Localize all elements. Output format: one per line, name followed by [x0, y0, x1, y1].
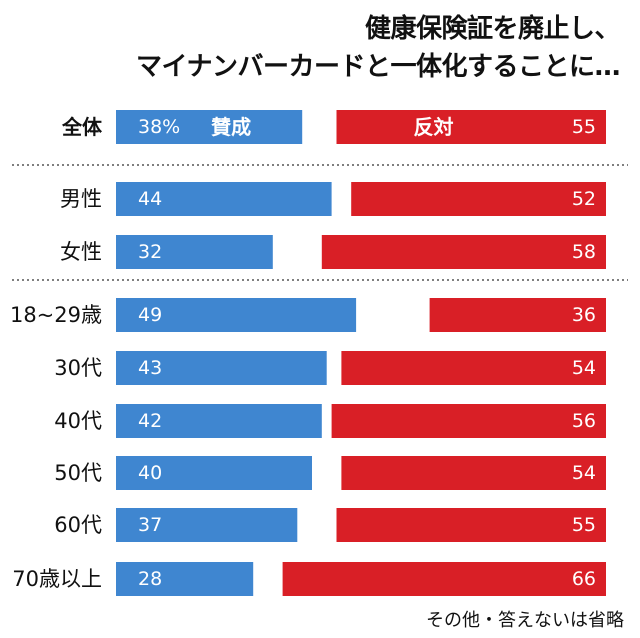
support-value-label: 38%	[138, 116, 180, 138]
support-bar	[116, 182, 332, 216]
oppose-bar	[282, 562, 606, 596]
support-bar	[116, 235, 273, 269]
oppose-bar	[351, 182, 606, 216]
category-label: 70歳以上	[12, 567, 102, 591]
category-label: 男性	[60, 187, 102, 211]
oppose-value-label: 58	[572, 241, 596, 263]
oppose-bar	[321, 235, 606, 269]
category-label: 30代	[54, 356, 102, 380]
category-label: 全体	[61, 115, 103, 139]
category-label: 50代	[54, 461, 102, 485]
footnote: その他・答えないは省略	[426, 610, 624, 631]
oppose-bar	[341, 351, 606, 385]
support-bar	[116, 404, 322, 438]
legend-oppose-label: 反対	[414, 115, 454, 139]
oppose-value-label: 56	[572, 410, 596, 432]
support-value-label: 28	[138, 568, 162, 590]
oppose-bar	[429, 298, 606, 332]
category-label: 女性	[60, 240, 102, 264]
oppose-value-label: 66	[572, 568, 596, 590]
oppose-value-label: 36	[572, 304, 596, 326]
support-bar	[116, 562, 254, 596]
support-bar	[116, 298, 357, 332]
category-label: 18~29歳	[10, 303, 102, 327]
support-bar	[116, 456, 312, 490]
category-label: 40代	[54, 409, 102, 433]
oppose-bar	[336, 508, 606, 542]
oppose-bar	[336, 110, 606, 144]
support-value-label: 37	[138, 514, 162, 536]
oppose-bar	[331, 404, 606, 438]
support-value-label: 40	[138, 462, 162, 484]
chart-title-line-2: マイナンバーカードと一体化することに…	[136, 52, 620, 82]
support-bar	[116, 110, 303, 144]
support-bar	[116, 351, 327, 385]
chart-title-line-1: 健康保険証を廃止し、	[364, 14, 621, 44]
support-value-label: 32	[138, 241, 162, 263]
oppose-bar	[341, 456, 606, 490]
support-value-label: 44	[138, 188, 162, 210]
oppose-value-label: 52	[572, 188, 596, 210]
oppose-value-label: 54	[572, 462, 596, 484]
oppose-value-label: 55	[572, 514, 596, 536]
support-value-label: 49	[138, 304, 162, 326]
support-value-label: 43	[138, 357, 162, 379]
oppose-value-label: 54	[572, 357, 596, 379]
oppose-value-label: 55	[572, 116, 596, 138]
support-bar	[116, 508, 298, 542]
support-value-label: 42	[138, 410, 162, 432]
legend-support-label: 賛成	[211, 115, 251, 139]
category-label: 60代	[54, 513, 102, 537]
